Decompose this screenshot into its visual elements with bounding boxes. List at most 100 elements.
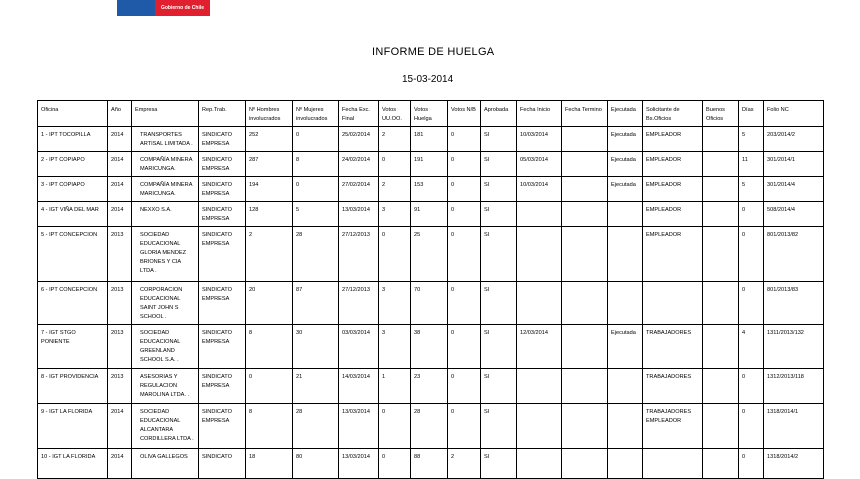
table-cell: 1318/2014/2 (763, 448, 824, 479)
table-cell (702, 368, 739, 404)
table-cell: 23 (410, 368, 448, 404)
column-header: Rep.Trab. (198, 100, 246, 127)
table-cell: SINDICATO EMPRESA (198, 151, 246, 177)
table-cell: 0 (447, 126, 481, 152)
table-cell (516, 201, 562, 227)
table-cell: 0 (378, 226, 411, 282)
table-cell: 0 (738, 201, 764, 227)
table-cell: Ejecutada (607, 176, 643, 202)
table-cell: 2014 (107, 151, 132, 177)
table-cell: 38 (410, 324, 448, 369)
table-cell: 301/2014/1 (763, 151, 824, 177)
table-cell: SOCIEDAD EDUCACIONAL GLORIA MENDEZ BRION… (131, 226, 199, 282)
table-cell: 9 - IGT LA FLORIDA (37, 403, 108, 449)
table-row: 3 - IPT COPIAPO 2014 COMPAÑÍA MINERA MARIC… (37, 176, 824, 202)
table-cell: SI (480, 201, 517, 227)
column-header: Solicitante de Bs.Oficios (642, 100, 703, 127)
table-cell (561, 403, 608, 449)
table-cell (607, 403, 643, 449)
table-cell (561, 226, 608, 282)
table-cell: SINDICATO EMPRESA (198, 226, 246, 282)
table-cell: SI (480, 403, 517, 449)
table-cell: 28 (410, 403, 448, 449)
table-cell: 28 (292, 226, 339, 282)
table-cell: 7 - IGT STGO PONIENTE (37, 324, 108, 369)
table-cell (561, 324, 608, 369)
report-date: 15-03-2014 (402, 74, 454, 85)
table-cell: EMPLEADOR (642, 151, 703, 177)
table-cell: 0 (447, 151, 481, 177)
table-cell: 128 (245, 201, 293, 227)
table-cell: SI (480, 368, 517, 404)
table-cell: 508/2014/4 (763, 201, 824, 227)
table-cell: EMPLEADOR (642, 176, 703, 202)
table-cell: 8 (245, 403, 293, 449)
table-cell: 13/03/2014 (338, 448, 379, 479)
table-cell (561, 201, 608, 227)
table-cell: 0 (738, 281, 764, 325)
table-cell: 0 (378, 151, 411, 177)
table-cell: TRABAJADORES (642, 368, 703, 404)
table-cell: TRANSPORTES ARTISAL LIMITADA . (131, 126, 199, 152)
table-cell: SOCIEDAD EDUCACIONAL GREENLAND SCHOOL S.… (131, 324, 199, 369)
table-cell: 2014 (107, 403, 132, 449)
table-row: 6 - IPT CONCEPCION 2013 CORPORACION EDUCAC… (37, 281, 824, 325)
table-cell: 252 (245, 126, 293, 152)
table-cell (561, 281, 608, 325)
column-header: Fecha Termino (561, 100, 608, 127)
table-cell: 24/02/2014 (338, 151, 379, 177)
table-cell: 194 (245, 176, 293, 202)
table-cell: 2014 (107, 126, 132, 152)
table-cell: 0 (447, 281, 481, 325)
table-cell: 0 (447, 176, 481, 202)
strike-report-table: Oficina Año Empresa Rep.Trab. Nº Hombres inv… (37, 100, 824, 479)
table-cell (561, 368, 608, 404)
table-cell: 88 (410, 448, 448, 479)
column-header: Folio NC (763, 100, 824, 127)
column-header: Votos N/B (447, 100, 481, 127)
table-cell: SINDICATO EMPRESA (198, 201, 246, 227)
table-cell: 203/2014/2 (763, 126, 824, 152)
table-cell: 191 (410, 151, 448, 177)
table-cell: 0 (738, 226, 764, 282)
table-header-row: Oficina Año Empresa Rep.Trab. Nº Hombres inv… (37, 100, 824, 127)
table-cell: 301/2014/4 (763, 176, 824, 202)
table-cell: 87 (292, 281, 339, 325)
table-cell: COMPAÑÍA MINERA MARICUNGA. (131, 151, 199, 177)
table-cell: SINDICATO EMPRESA (198, 368, 246, 404)
table-cell: 18 (245, 448, 293, 479)
table-cell (516, 403, 562, 449)
table-cell: SINDICATO EMPRESA (198, 281, 246, 325)
table-cell: 2014 (107, 201, 132, 227)
table-cell: 0 (292, 176, 339, 202)
table-cell: NEXXO S.A. (131, 201, 199, 227)
table-cell: 0 (447, 324, 481, 369)
table-cell: 3 - IPT COPIAPO (37, 176, 108, 202)
table-cell: 181 (410, 126, 448, 152)
table-cell (702, 176, 739, 202)
table-cell: SI (480, 176, 517, 202)
table-cell (607, 368, 643, 404)
table-cell: 2 (447, 448, 481, 479)
table-row: 2 - IPT COPIAPO 2014 COMPAÑÍA MINERA MARIC… (37, 151, 824, 177)
table-cell: 2013 (107, 324, 132, 369)
table-cell: 10/03/2014 (516, 126, 562, 152)
table-cell: 1312/2013/118 (763, 368, 824, 404)
table-cell (702, 448, 739, 479)
table-cell: 5 (738, 126, 764, 152)
table-cell: 30 (292, 324, 339, 369)
table-row: 7 - IGT STGO PONIENTE 2013 SOCIEDAD EDUCAC… (37, 324, 824, 369)
table-cell: 10 - IGT LA FLORIDA (37, 448, 108, 479)
table-cell (702, 403, 739, 449)
table-cell: SI (480, 281, 517, 325)
table-cell: 0 (447, 368, 481, 404)
column-header: Oficina (37, 100, 108, 127)
table-cell: 05/03/2014 (516, 151, 562, 177)
table-cell (516, 281, 562, 325)
table-cell: 20 (245, 281, 293, 325)
table-cell: 4 (738, 324, 764, 369)
gobierno-de-chile-logo: Gobierno de Chile (117, 0, 210, 16)
column-header: Aprobada (480, 100, 517, 127)
table-cell: SOCIEDAD EDUCACIONAL ALCANTARA CORDILLER… (131, 403, 199, 449)
table-cell: 25 (410, 226, 448, 282)
